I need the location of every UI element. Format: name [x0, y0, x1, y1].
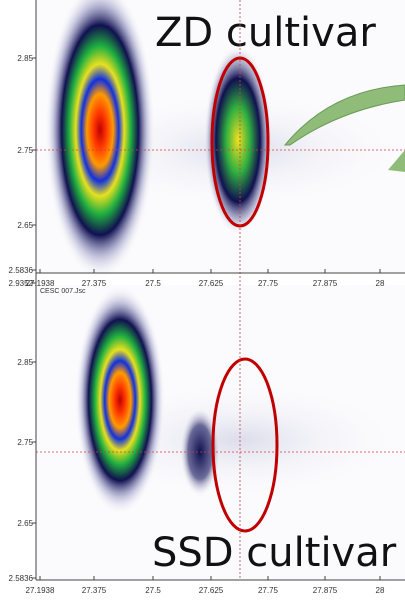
x-tick-label: 27.375 — [82, 279, 107, 288]
x-tick-label: 27.75 — [258, 586, 279, 595]
arrow-shape — [283, 84, 405, 146]
x-tick-label: 27.1938 — [26, 279, 55, 288]
arrow-shape — [388, 150, 405, 172]
x-tick-label: 27.625 — [199, 586, 224, 595]
x-tick-label: 28 — [376, 586, 385, 595]
y-tick-label: 2.65 — [17, 221, 33, 230]
highlight-ellipse — [211, 357, 279, 533]
bottom-panel: CESC 007.Jsc SSD cultivar — [36, 285, 405, 580]
caption: SSD cultivar — [152, 530, 397, 576]
x-tick-label: 27.625 — [199, 279, 224, 288]
file-label: CESC 007.Jsc — [40, 288, 86, 295]
x-tick-label: 27.875 — [313, 586, 338, 595]
x-tick-label: 28 — [376, 279, 385, 288]
top-panel: ZD cultivar — [36, 0, 405, 280]
y-tick-label: 2.5836 — [9, 574, 34, 583]
x-tick-label: 27.1938 — [26, 586, 55, 595]
y-tick-label: 2.85 — [17, 54, 33, 63]
x-tick-label: 27.875 — [313, 279, 338, 288]
y-tick-label: 2.85 — [17, 358, 33, 367]
caption: ZD cultivar — [155, 10, 376, 56]
peak — [45, 0, 155, 280]
y-tick-label: 2.75 — [17, 146, 33, 155]
peak — [204, 45, 272, 235]
x-tick-label: 27.5 — [145, 586, 161, 595]
y-tick-label: 2.75 — [17, 438, 33, 447]
x-tick-label: 27.375 — [82, 586, 107, 595]
x-tick-label: 27.75 — [258, 279, 279, 288]
x-tick-label: 27.5 — [145, 279, 161, 288]
peak — [75, 285, 165, 515]
y-tick-label: 2.9352 — [9, 279, 34, 288]
y-tick-label: 2.5836 — [9, 266, 34, 275]
y-tick-label: 2.65 — [17, 519, 33, 528]
